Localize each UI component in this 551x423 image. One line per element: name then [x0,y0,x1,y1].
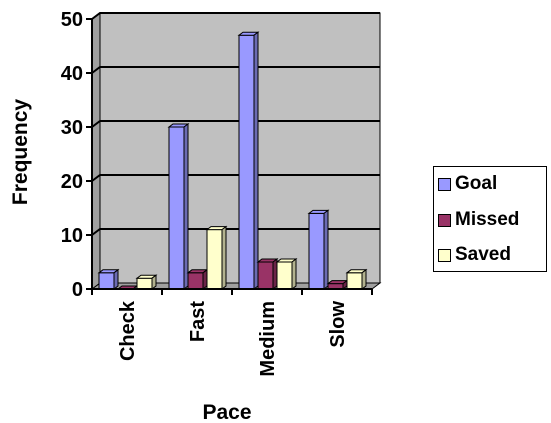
bar-front-goal [98,272,115,290]
bar-front-saved [346,272,363,290]
bar-front-goal [238,34,255,290]
y-tick-label: 30 [61,117,83,139]
gridline [91,120,380,128]
x-tick-label: Slow [327,301,349,348]
bar [167,123,190,290]
bar-front-goal [168,126,185,290]
bar [205,225,228,290]
bar [135,274,158,290]
gridlines [91,12,380,236]
x-tick-label: Check [117,300,139,361]
bar-side-goal [113,268,119,290]
bar [237,31,260,290]
bar [256,258,279,290]
bar-side-goal [253,31,259,290]
bar-side-goal [183,123,189,290]
plot-side-wall [91,12,101,290]
bar-side-saved [221,225,227,290]
gridline [91,66,380,74]
y-tick-label: 50 [61,9,83,31]
legend-swatch-saved [438,248,451,262]
legend-item-goal: Goal [438,172,497,196]
gridline [91,12,380,20]
bar [326,279,349,290]
legend-label-goal: Goal [455,173,498,194]
gridline [91,174,380,182]
x-tick-label: Fast [187,301,209,342]
legend-swatch-goal [438,177,451,191]
bar-front-missed [187,272,204,290]
x-axis-title: Pace [202,401,251,423]
bar [97,268,120,290]
x-tick-label: Medium [257,301,279,377]
bar [345,268,368,290]
gridline [91,228,380,236]
y-axis-title: Frequency [9,99,32,206]
y-tick-label: 40 [61,63,83,85]
bar [186,268,209,290]
bar-side-saved [151,274,157,290]
plot-area [90,12,382,290]
bar-side-saved [361,268,367,290]
bar [307,209,330,290]
legend-label-missed: Missed [455,209,520,230]
bar-front-saved [136,277,153,290]
y-tick-label: 0 [72,279,83,301]
x-axis: Check Fast Medium Slow [91,288,373,377]
legend: Goal Missed Saved [433,166,547,272]
y-tick-label: 20 [61,171,83,193]
bar-side-missed [202,268,208,290]
legend-label-saved: Saved [455,244,511,265]
bar [275,258,298,290]
bar-front-saved [276,261,293,290]
legend-item-saved: Saved [438,243,511,267]
y-axis: 0 10 20 30 40 50 [61,9,93,301]
bar-front-missed [257,261,274,290]
legend-item-missed: Missed [438,208,519,232]
bar-front-goal [308,212,325,290]
y-tick-label: 10 [61,225,83,247]
bar-side-goal [323,209,329,290]
bar-side-missed [272,258,278,290]
legend-swatch-missed [438,213,451,227]
bar-front-saved [206,229,223,290]
bar-side-saved [291,258,297,290]
